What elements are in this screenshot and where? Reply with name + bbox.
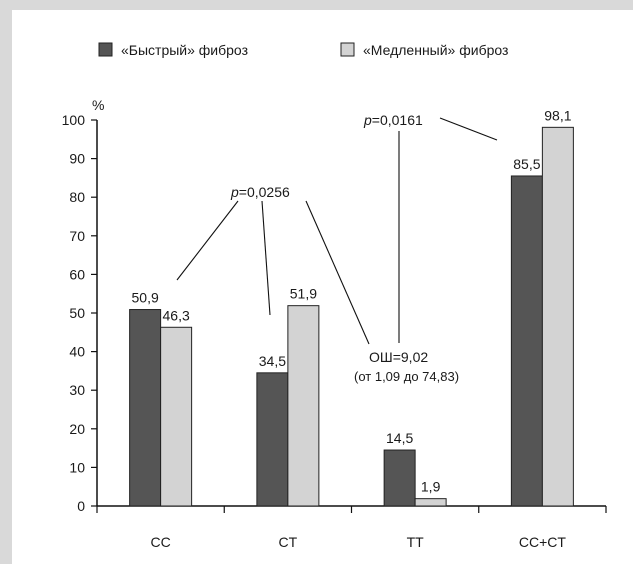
y-tick-label-70: 70 (69, 228, 85, 244)
p1-line-to-cc (176, 200, 239, 281)
y-tick-label-30: 30 (69, 382, 85, 398)
data-label-ct-series-2: 51,9 (290, 286, 317, 302)
p1-line-to-ct (261, 200, 271, 316)
legend: «Быстрый» фиброз «Медленный» фиброз (98, 42, 508, 58)
x-ticks (96, 506, 607, 513)
data-label-cc-series-1: 50,9 (132, 290, 159, 306)
bar-cc-ct-series-1 (510, 175, 543, 507)
y-ticks: 0 10 20 30 40 50 60 70 80 90 100 (62, 112, 97, 514)
data-label-tt-series-1: 14,5 (386, 430, 413, 446)
x-tick-label-cc-ct: CC+CT (519, 534, 567, 550)
annotations: p=0,0256 p=0,0161 ОШ=9,02 (от 1,09 до 74… (230, 112, 459, 384)
legend-label-slow: «Медленный» фиброз (363, 42, 508, 58)
bar-chart: «Быстрый» фиброз «Медленный» фиброз % 0 1… (62, 42, 607, 550)
bar-tt-series-2 (414, 498, 447, 507)
bar-cc-series-2 (160, 326, 193, 507)
odds-ratio-ci: (от 1,09 до 74,83) (354, 369, 459, 384)
legend-swatch-slow (340, 42, 355, 57)
bar-ct-series-1 (256, 372, 289, 507)
p-value-0161: p=0,0161 (363, 112, 423, 128)
legend-label-fast: «Быстрый» фиброз (121, 42, 248, 58)
data-label-cc-ct-series-2: 98,1 (544, 107, 571, 123)
data-label-tt-series-2: 1,9 (421, 479, 441, 495)
bar-tt-series-1 (383, 449, 416, 507)
x-labels: CC CT TT CC+CT (151, 534, 567, 550)
y-tick-label-50: 50 (69, 305, 85, 321)
y-tick-label-40: 40 (69, 344, 85, 360)
y-tick-label-0: 0 (77, 498, 85, 514)
bars (129, 126, 574, 507)
y-tick-label-10: 10 (69, 459, 85, 475)
bar-ct-series-2 (287, 305, 320, 507)
data-label-cc-ct-series-1: 85,5 (513, 156, 540, 172)
annotation-lines (176, 117, 498, 345)
y-tick-label-60: 60 (69, 266, 85, 282)
p1-line-to-tt (305, 200, 370, 345)
y-axis-label: % (92, 97, 104, 113)
data-label-ct-series-1: 34,5 (259, 353, 286, 369)
chart-frame: «Быстрый» фиброз «Медленный» фиброз % 0 1… (12, 10, 633, 564)
p-value-0256: p=0,0256 (230, 184, 290, 200)
x-tick-label-tt: TT (407, 534, 425, 550)
y-tick-label-100: 100 (62, 112, 86, 128)
p2-line-to-cccct (439, 117, 498, 141)
x-tick-label-cc: CC (151, 534, 171, 550)
bar-cc-series-1 (129, 309, 162, 507)
bar-labels: 50,946,3 34,5 51,9 14,5 1,9 85,5 98,1 (132, 107, 572, 494)
y-tick-label-20: 20 (69, 421, 85, 437)
legend-swatch-fast (98, 42, 113, 57)
y-tick-label-90: 90 (69, 151, 85, 167)
bar-cc-ct-series-2 (541, 126, 574, 507)
data-label-cc-series-2: 46,3 (163, 307, 190, 323)
y-tick-label-80: 80 (69, 189, 85, 205)
odds-ratio: ОШ=9,02 (369, 349, 428, 365)
x-tick-label-ct: CT (279, 534, 298, 550)
